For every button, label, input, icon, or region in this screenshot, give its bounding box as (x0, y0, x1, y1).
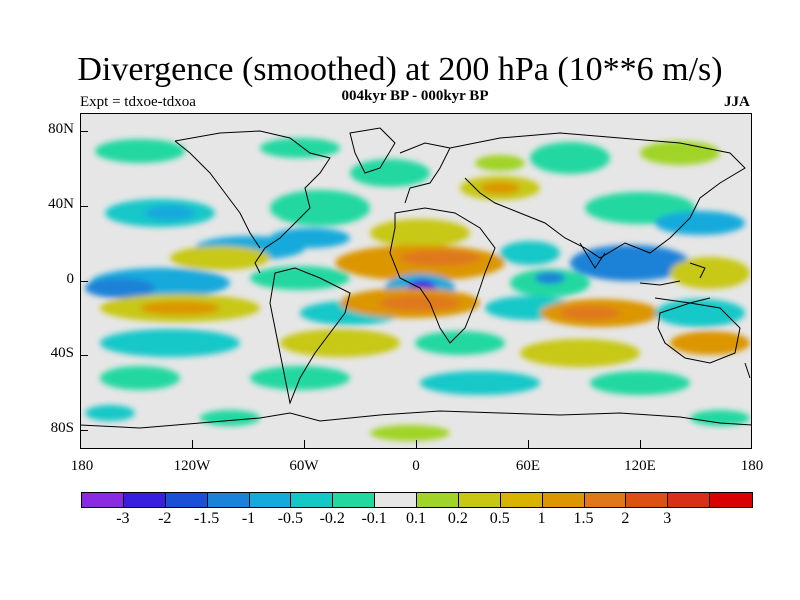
colorbar-swatch (291, 493, 334, 507)
colorbar-swatch (249, 493, 292, 507)
colorbar-swatch (375, 493, 417, 507)
divergence-map (80, 113, 752, 449)
colorbar-label: -2 (158, 510, 172, 527)
colorbar-label: 0.5 (489, 510, 510, 527)
lon-label-60w: 60W (289, 458, 319, 474)
colorbar-label: -1.5 (193, 510, 220, 527)
lat-label-80n: 80N (48, 121, 74, 137)
coastlines (80, 127, 752, 429)
lat-label-40n: 40N (48, 196, 74, 212)
lat-tick (80, 131, 88, 132)
lon-tick (640, 440, 641, 448)
colorbar-label: -0.5 (277, 510, 304, 527)
lon-tick (416, 440, 417, 448)
colorbar-swatch (710, 493, 752, 507)
colorbar-label: -3 (116, 510, 130, 527)
lat-label-80s: 80S (50, 420, 74, 436)
colorbar-swatch (458, 493, 501, 507)
lon-label-60e: 60E (515, 458, 541, 474)
colorbar-swatch (165, 493, 208, 507)
lon-label-180w: 180 (70, 458, 94, 474)
colorbar-swatch (333, 493, 376, 507)
season-label: JJA (724, 94, 750, 110)
lon-label-0: 0 (412, 458, 420, 474)
lon-tick (192, 440, 193, 448)
colorbar-label: 2 (621, 510, 630, 527)
plot-subtitle: 004kyr BP - 000kyr BP (341, 88, 489, 104)
divergence-field (80, 127, 752, 441)
colorbar-label: -0.1 (361, 510, 387, 527)
colorbar-label: -0.2 (319, 510, 345, 527)
lat-label-40s: 40S (50, 345, 74, 361)
colorbar-swatch (417, 493, 459, 507)
experiment-label: Expt = tdxoe-tdxoa (80, 94, 196, 110)
colorbar-swatch (500, 493, 543, 507)
lon-tick (304, 440, 305, 448)
lon-label-120e: 120E (624, 458, 656, 474)
colorbar-label: -1 (241, 510, 256, 527)
colorbar (81, 492, 753, 508)
lat-label-0: 0 (66, 271, 75, 287)
colorbar-swatch (584, 493, 627, 507)
colorbar-swatch (207, 493, 250, 507)
colorbar-swatch (82, 493, 124, 507)
colorbar-swatch (668, 493, 711, 507)
colorbar-label: 0.2 (447, 510, 468, 527)
plot-title: Divergence (smoothed) at 200 hPa (10**6 … (77, 51, 723, 88)
lat-tick (80, 206, 88, 207)
colorbar-label: 1.5 (573, 510, 594, 527)
colorbar-swatch (626, 493, 669, 507)
colorbar-swatch (123, 493, 166, 507)
lon-label-180e: 180 (740, 458, 764, 474)
lon-tick (528, 440, 529, 448)
lon-label-120w: 120W (173, 458, 211, 474)
lat-tick (80, 430, 88, 431)
colorbar-label: 0.1 (406, 510, 426, 527)
colorbar-label: 1 (537, 510, 546, 527)
colorbar-swatch (542, 493, 585, 507)
colorbar-label: 3 (663, 510, 672, 527)
lat-tick (80, 355, 88, 356)
lat-tick (80, 281, 88, 282)
